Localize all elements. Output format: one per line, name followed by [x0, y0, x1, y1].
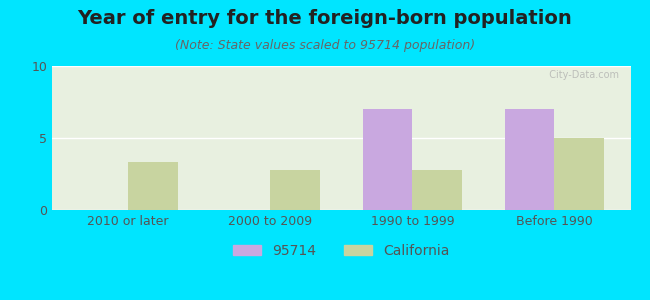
Legend: 95714, California: 95714, California — [227, 238, 455, 263]
Bar — [363, 109, 412, 210]
Bar — [504, 109, 554, 210]
Bar — [554, 138, 604, 210]
Text: (Note: State values scaled to 95714 population): (Note: State values scaled to 95714 popu… — [175, 39, 475, 52]
Text: City-Data.com: City-Data.com — [543, 70, 619, 80]
Bar — [128, 163, 178, 210]
Bar — [270, 170, 320, 210]
Bar — [412, 170, 462, 210]
Text: Year of entry for the foreign-born population: Year of entry for the foreign-born popul… — [77, 9, 573, 28]
